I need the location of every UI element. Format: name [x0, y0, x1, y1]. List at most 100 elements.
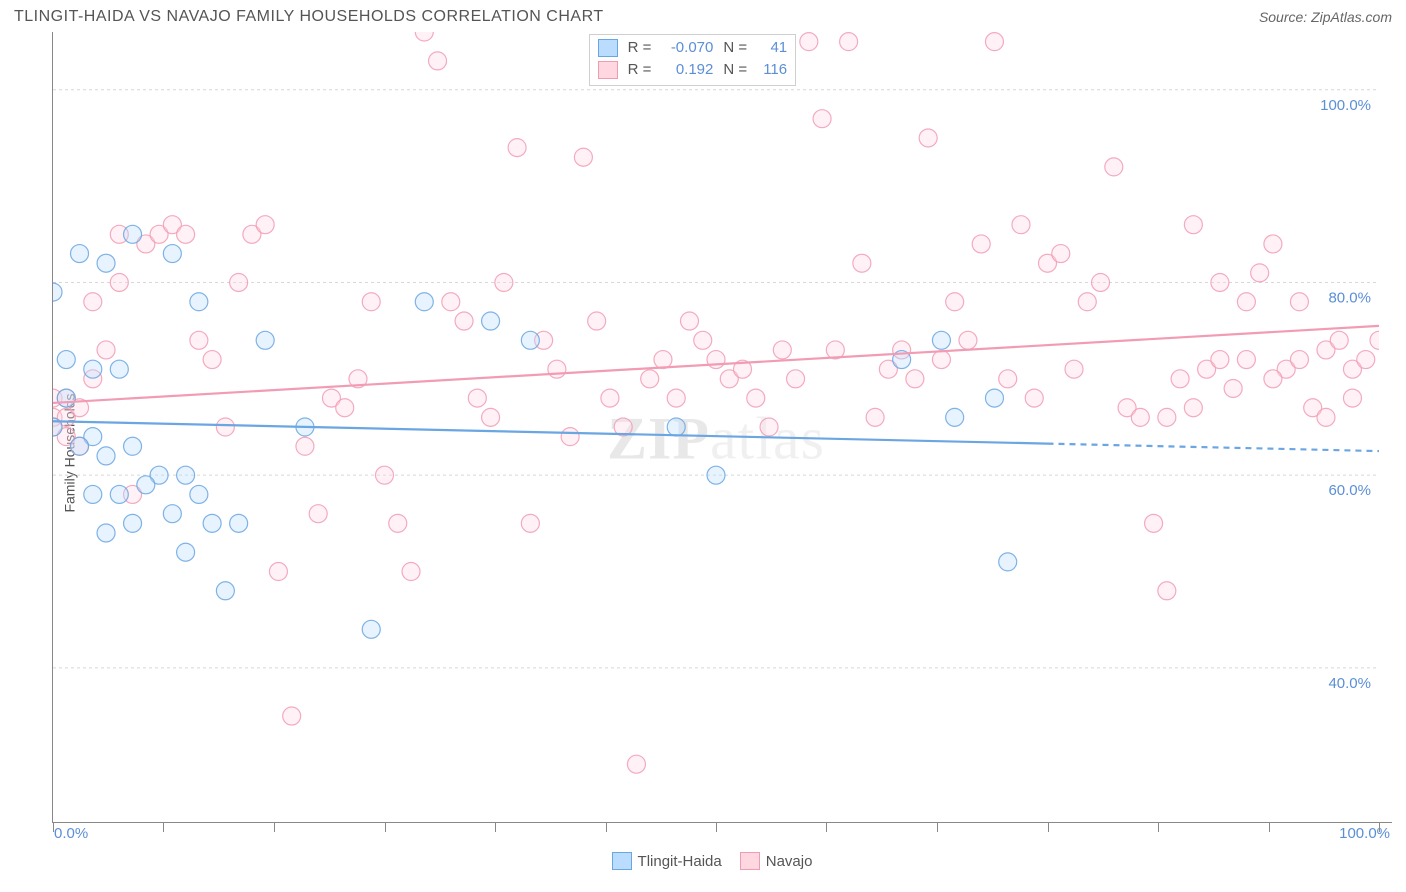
data-point	[773, 341, 791, 359]
y-tick-label: 80.0%	[1328, 289, 1371, 306]
data-point	[455, 312, 473, 330]
data-point	[561, 428, 579, 446]
data-point	[627, 755, 645, 773]
data-point	[389, 514, 407, 532]
data-point	[362, 620, 380, 638]
title-bar: TLINGIT-HAIDA VS NAVAJO FAMILY HOUSEHOLD…	[0, 0, 1406, 32]
data-point	[999, 553, 1017, 571]
data-point	[707, 351, 725, 369]
data-point	[216, 582, 234, 600]
data-point	[654, 351, 672, 369]
data-point	[124, 437, 142, 455]
data-point	[667, 389, 685, 407]
data-point	[1131, 408, 1149, 426]
data-point	[919, 129, 937, 147]
data-point	[1264, 235, 1282, 253]
data-point	[959, 331, 977, 349]
regression-line	[53, 421, 1048, 443]
data-point	[110, 360, 128, 378]
data-point	[97, 254, 115, 272]
data-point	[53, 283, 62, 301]
data-point	[190, 485, 208, 503]
x-axis-end-labels: 0.0% 100.0%	[52, 823, 1392, 842]
data-point	[1078, 293, 1096, 311]
data-point	[601, 389, 619, 407]
data-point	[800, 33, 818, 51]
data-point	[813, 110, 831, 128]
legend-r-label: R =	[628, 37, 652, 59]
legend-series-name: Navajo	[766, 853, 813, 870]
data-point	[1237, 293, 1255, 311]
data-point	[309, 505, 327, 523]
data-point	[230, 273, 248, 291]
data-point	[429, 52, 447, 70]
data-point	[1025, 389, 1043, 407]
data-point	[1145, 514, 1163, 532]
data-point	[1357, 351, 1375, 369]
legend-swatch	[598, 61, 618, 79]
data-point	[866, 408, 884, 426]
data-point	[747, 389, 765, 407]
legend-r-value: -0.070	[657, 37, 713, 59]
data-point	[1184, 399, 1202, 417]
data-point	[999, 370, 1017, 388]
data-point	[482, 312, 500, 330]
legend-swatch	[612, 852, 632, 870]
y-tick-label: 40.0%	[1328, 675, 1371, 692]
plot-area: Family Households 40.0%60.0%80.0%100.0%Z…	[14, 32, 1392, 874]
data-point	[336, 399, 354, 417]
data-point	[548, 360, 566, 378]
data-point	[482, 408, 500, 426]
data-point	[1251, 264, 1269, 282]
data-point	[216, 418, 234, 436]
data-point	[1264, 370, 1282, 388]
legend-n-label: N =	[723, 59, 747, 81]
legend-swatch	[740, 852, 760, 870]
data-point	[946, 408, 964, 426]
plot-frame: 40.0%60.0%80.0%100.0%ZIPatlas R =-0.070N…	[52, 32, 1392, 823]
source-label: Source: ZipAtlas.com	[1259, 9, 1392, 25]
data-point	[468, 389, 486, 407]
legend-bottom-item: Tlingit-Haida	[594, 853, 722, 870]
data-point	[442, 293, 460, 311]
data-point	[362, 293, 380, 311]
chart-title: TLINGIT-HAIDA VS NAVAJO FAMILY HOUSEHOLD…	[14, 8, 604, 26]
data-point	[190, 293, 208, 311]
data-point	[1330, 331, 1348, 349]
x-max-label: 100.0%	[1339, 825, 1390, 842]
data-point	[1343, 389, 1361, 407]
data-point	[415, 32, 433, 41]
data-point	[588, 312, 606, 330]
legend-n-label: N =	[723, 37, 747, 59]
data-point	[1052, 245, 1070, 263]
data-point	[84, 485, 102, 503]
data-point	[203, 351, 221, 369]
data-point	[1171, 370, 1189, 388]
regression-line	[53, 326, 1379, 403]
data-point	[203, 514, 221, 532]
x-min-label: 0.0%	[54, 825, 88, 842]
data-point	[1158, 408, 1176, 426]
data-point	[1012, 216, 1030, 234]
data-point	[283, 707, 301, 725]
data-point	[97, 341, 115, 359]
data-point	[124, 514, 142, 532]
data-point	[84, 360, 102, 378]
y-tick-label: 60.0%	[1328, 482, 1371, 499]
data-point	[57, 351, 75, 369]
data-point	[57, 389, 75, 407]
data-point	[906, 370, 924, 388]
data-point	[1317, 408, 1335, 426]
data-point	[1211, 351, 1229, 369]
legend-bottom-item: Navajo	[722, 853, 813, 870]
data-point	[521, 331, 539, 349]
regression-extrapolation	[1048, 444, 1380, 451]
data-point	[110, 485, 128, 503]
data-point	[296, 437, 314, 455]
legend-n-value: 41	[753, 37, 787, 59]
data-point	[84, 293, 102, 311]
data-point	[137, 476, 155, 494]
data-point	[1290, 351, 1308, 369]
data-point	[124, 225, 142, 243]
data-point	[946, 293, 964, 311]
